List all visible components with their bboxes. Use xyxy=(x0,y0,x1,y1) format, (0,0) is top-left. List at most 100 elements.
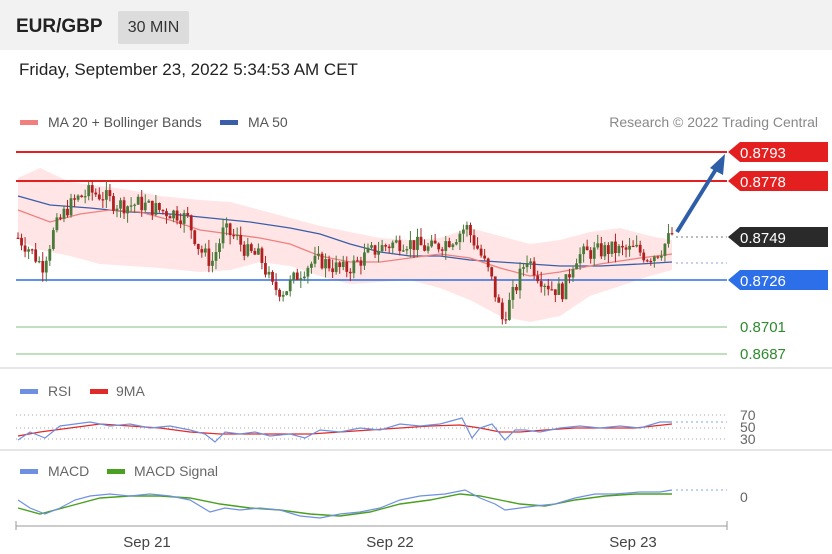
candle-body xyxy=(557,283,561,295)
candle-body xyxy=(568,274,571,278)
candle-body xyxy=(239,234,243,245)
level-label-0.8701: 0.8701 xyxy=(740,319,786,336)
candle-body xyxy=(211,260,214,266)
candle-body xyxy=(179,220,183,224)
rsi-label-70: 70 xyxy=(740,407,756,423)
candle-body xyxy=(543,285,547,288)
candle-body xyxy=(462,229,465,234)
candle-body xyxy=(41,261,45,273)
candle-body xyxy=(578,254,582,264)
candle-body xyxy=(430,240,434,247)
level-label-0.8778: 0.8778 xyxy=(740,174,786,191)
candle-body xyxy=(87,185,91,197)
candle-body xyxy=(295,272,299,280)
level-tag-0.8778 xyxy=(728,171,828,191)
candle-body xyxy=(599,243,603,257)
candle-body xyxy=(352,260,356,274)
candle-body xyxy=(582,246,586,255)
candle-body xyxy=(172,210,175,219)
candle-body xyxy=(55,217,59,231)
candle-body xyxy=(186,212,190,216)
candle-body xyxy=(218,243,221,253)
legend-swatch-ma20 xyxy=(20,120,38,125)
forecast-arrow xyxy=(675,164,720,234)
candle-body xyxy=(656,256,660,258)
candle-body xyxy=(51,230,55,249)
candle-body xyxy=(670,233,674,235)
candle-body xyxy=(122,200,126,214)
candle-body xyxy=(73,198,76,200)
candle-body xyxy=(546,285,550,290)
candle-body xyxy=(564,274,568,300)
candle-body xyxy=(571,269,575,278)
candle-body xyxy=(507,299,511,320)
candle-body xyxy=(522,267,525,269)
candle-body xyxy=(112,196,115,211)
candle-body xyxy=(355,260,359,262)
candle-body xyxy=(16,237,20,239)
candle-body xyxy=(34,249,38,262)
candle-body xyxy=(324,259,327,269)
candle-body xyxy=(592,247,596,259)
x-tick-sep23: Sep 23 xyxy=(609,534,657,551)
candle-body xyxy=(136,196,140,205)
candle-body xyxy=(119,200,122,209)
candle-body xyxy=(108,190,112,197)
candle-body xyxy=(628,245,631,250)
level-tag-0.8726 xyxy=(728,270,828,290)
candle-body xyxy=(260,248,264,264)
candle-body xyxy=(264,263,267,275)
candle-body xyxy=(363,252,366,266)
candle-body xyxy=(589,250,593,259)
candle-body xyxy=(561,283,564,300)
candle-body xyxy=(158,203,161,210)
candle-body xyxy=(370,245,373,248)
candle-body xyxy=(228,223,232,236)
candle-body xyxy=(405,249,409,251)
candle-body xyxy=(398,240,402,252)
candle-body xyxy=(37,261,41,263)
candle-body xyxy=(189,215,193,231)
candle-body xyxy=(401,250,405,252)
macd-signal-line xyxy=(17,493,672,517)
level-tag-0.8749 xyxy=(728,227,828,247)
candle-body xyxy=(663,243,667,256)
legend-rsi: RSI xyxy=(48,383,71,399)
candle-body xyxy=(59,217,62,219)
candle-body xyxy=(525,263,529,268)
bollinger-band xyxy=(18,168,672,322)
level-label-0.8726: 0.8726 xyxy=(740,273,786,290)
legend-swatch-ma50 xyxy=(220,120,238,125)
candle-body xyxy=(504,319,508,321)
legend-ma50: MA 50 xyxy=(248,114,288,130)
candle-body xyxy=(529,261,532,264)
candle-body xyxy=(359,260,363,266)
level-label-0.8687: 0.8687 xyxy=(740,346,786,363)
candle-body xyxy=(175,210,179,221)
candle-body xyxy=(90,185,94,193)
candle-body xyxy=(341,261,345,268)
x-tick-sep21: Sep 21 xyxy=(123,534,171,551)
candle-body xyxy=(550,289,554,291)
candle-body xyxy=(433,240,437,244)
candle-body xyxy=(373,245,377,255)
candle-body xyxy=(27,249,31,252)
candle-body xyxy=(48,248,52,261)
candle-body xyxy=(207,248,211,266)
candle-body xyxy=(469,224,472,236)
copyright: Research © 2022 Trading Central xyxy=(609,114,818,130)
candle-body xyxy=(147,200,151,203)
legend-swatch-macd xyxy=(20,469,38,474)
candle-body xyxy=(621,245,624,248)
candle-body xyxy=(150,200,154,215)
interval-button[interactable]: 30 MIN xyxy=(118,11,189,44)
legend-swatch-macd-signal xyxy=(107,469,125,474)
candle-body xyxy=(394,240,398,243)
candle-body xyxy=(377,251,380,255)
candle-body xyxy=(423,245,426,251)
candle-body xyxy=(246,244,250,256)
candle-body xyxy=(440,249,444,251)
candle-body xyxy=(631,245,635,248)
legend-swatch-9ma xyxy=(90,389,108,394)
